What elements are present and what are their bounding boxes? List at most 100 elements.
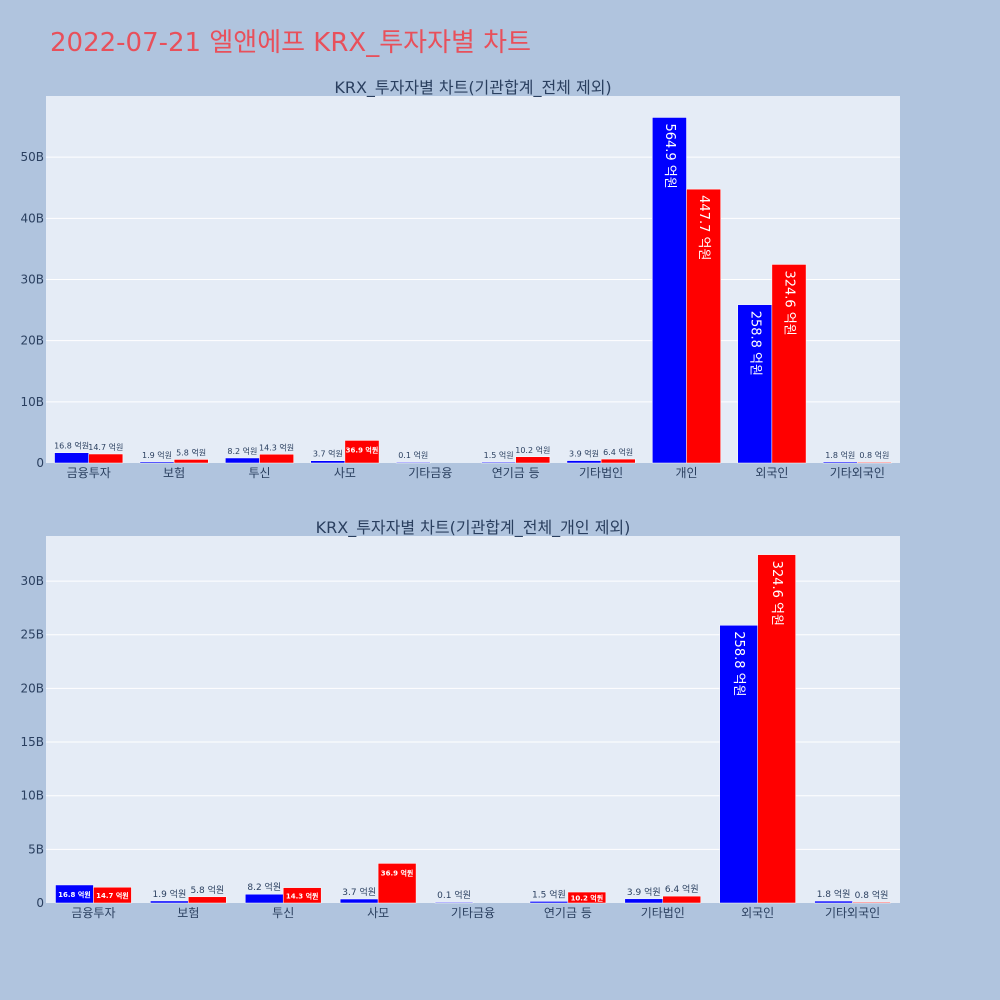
- bar: [600, 458, 636, 464]
- data-label: 36.9 억원: [346, 445, 379, 454]
- bar: [259, 454, 294, 464]
- y-tick-label: 15B: [20, 735, 44, 749]
- data-label: 1.9 억원: [152, 888, 186, 900]
- bar: [757, 554, 796, 904]
- bar: [857, 461, 892, 464]
- x-tick-label: 보험: [177, 906, 199, 920]
- y-tick-label: 50B: [20, 150, 44, 164]
- page-title: 2022-07-21 엘앤에프 KRX_투자자별 차트: [50, 28, 532, 58]
- y-tick-label: 10B: [20, 395, 44, 409]
- x-tick-label: 연기금 등: [544, 906, 592, 920]
- bar: [344, 440, 380, 464]
- x-tick-label: 기타금융: [451, 906, 495, 920]
- x-tick-label: 개인: [675, 466, 697, 480]
- data-label: 258.8 억원: [747, 311, 762, 376]
- chart-1: KRX_투자자별 차트(기관합계_전체 제외) 0 10B 20B 30B 40B 50B 금…: [20, 78, 900, 480]
- data-label: 10.2 억원: [571, 894, 604, 903]
- data-label: 5.8 억원: [190, 884, 224, 896]
- data-label: 1.5 억원: [532, 888, 566, 900]
- data-label: 0.8 억원: [855, 889, 889, 901]
- data-label: 1.5 억원: [484, 450, 514, 460]
- x-tick-label: 외국인: [755, 466, 788, 480]
- bar: [852, 901, 891, 904]
- bar: [395, 461, 431, 464]
- bar: [567, 891, 607, 904]
- chart-2: KRX_투자자별 차트(기관합계_전체_개인 제외) 0 5B 10B 15B 20B 25…: [20, 518, 900, 920]
- bar: [771, 264, 807, 464]
- bar: [339, 898, 379, 904]
- x-tick-label: 기타법인: [579, 466, 623, 480]
- bar: [188, 896, 227, 904]
- y-tick-label: 20B: [20, 334, 44, 348]
- data-label: 3.7 억원: [313, 449, 343, 459]
- bar: [93, 886, 132, 904]
- bar: [566, 460, 602, 464]
- data-label: 14.7 억원: [96, 891, 129, 900]
- y-tick-label: 30B: [20, 273, 44, 287]
- bar: [652, 117, 687, 464]
- x-tick-label: 연기금 등: [492, 466, 540, 480]
- bar: [719, 625, 758, 904]
- data-label: 3.9 억원: [627, 886, 661, 898]
- data-label: 3.7 억원: [342, 886, 376, 898]
- data-label: 324.6 억원: [769, 561, 784, 626]
- bar: [54, 452, 89, 464]
- data-label: 6.4 억원: [665, 883, 699, 895]
- data-label: 0.8 억원: [859, 450, 889, 460]
- y-tick-label: 5B: [28, 842, 44, 856]
- data-label: 14.7 억원: [88, 442, 123, 452]
- chart-title: KRX_투자자별 차트(기관합계_전체_개인 제외): [316, 518, 631, 538]
- x-tick-label: 기타외국인: [825, 906, 880, 920]
- y-tick-label: 10B: [20, 789, 44, 803]
- data-label: 8.2 억원: [227, 446, 257, 456]
- data-label: 6.4 억원: [603, 447, 633, 457]
- x-tick-label: 기타금융: [408, 466, 452, 480]
- data-label: 0.1 억원: [398, 450, 428, 460]
- y-tick-label: 20B: [20, 681, 44, 695]
- data-label: 10.2 억원: [515, 445, 550, 455]
- bar: [814, 900, 853, 904]
- bar: [624, 898, 664, 904]
- bar: [662, 895, 701, 904]
- y-tick-label: 0: [36, 456, 44, 470]
- x-tick-label: 금융투자: [71, 906, 115, 920]
- bar: [529, 901, 569, 904]
- bar: [737, 304, 773, 464]
- x-tick-label: 금융투자: [67, 466, 111, 480]
- data-label: 16.8 억원: [54, 441, 89, 451]
- data-label: 3.9 억원: [569, 449, 599, 459]
- bar: [245, 893, 284, 904]
- y-tick-label: 40B: [20, 211, 44, 225]
- x-tick-label: 외국인: [741, 906, 774, 920]
- data-label: 36.9 억원: [381, 868, 414, 877]
- x-tick-label: 기타외국인: [830, 466, 885, 480]
- bar: [515, 456, 551, 464]
- data-label: 0.1 억원: [437, 889, 471, 901]
- bar: [822, 461, 858, 464]
- bar: [434, 901, 474, 904]
- y-tick-label: 30B: [20, 574, 44, 588]
- data-label: 1.9 억원: [142, 450, 172, 460]
- data-label: 564.9 억원: [662, 123, 677, 188]
- x-tick-label: 보험: [163, 466, 185, 480]
- bar: [310, 460, 346, 464]
- data-label: 1.8 억원: [825, 450, 855, 460]
- x-tick-label: 기타법인: [641, 906, 685, 920]
- y-tick-label: 25B: [20, 628, 44, 642]
- bar: [282, 887, 322, 904]
- data-label: 8.2 억원: [247, 881, 281, 893]
- bar: [481, 461, 516, 464]
- data-label: 324.6 억원: [781, 270, 796, 335]
- x-tick-label: 투신: [248, 466, 270, 480]
- bar: [686, 188, 721, 464]
- bar: [88, 453, 124, 464]
- data-label: 447.7 억원: [696, 195, 711, 260]
- data-label: 14.3 억원: [286, 891, 319, 900]
- bar: [173, 459, 209, 464]
- x-tick-label: 사모: [367, 906, 389, 920]
- data-label: 16.8 억원: [58, 890, 91, 899]
- bar: [377, 863, 417, 904]
- data-label: 1.8 억원: [817, 888, 851, 900]
- data-label: 5.8 억원: [176, 447, 206, 457]
- x-tick-label: 투신: [272, 906, 294, 920]
